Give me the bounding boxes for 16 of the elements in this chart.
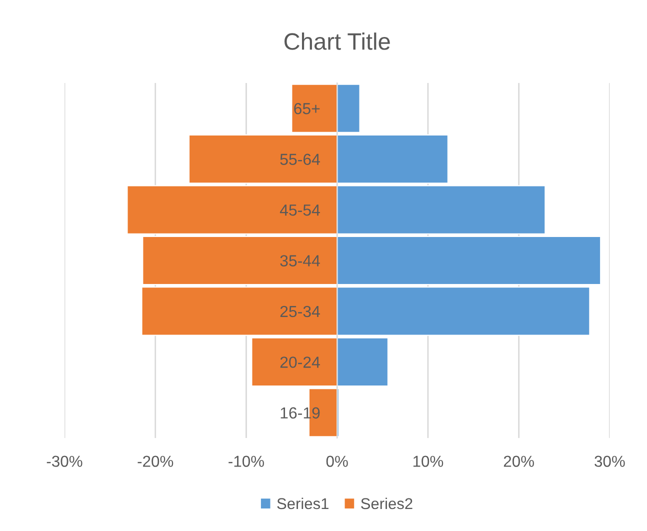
x-tick-label: -20% [138, 456, 174, 467]
x-tick-label: -10% [228, 456, 264, 467]
y-tick-label: 45-54 [280, 204, 320, 216]
chart-title: Chart Title [284, 32, 390, 50]
x-tick-label: 20% [504, 456, 534, 467]
x-tick-label: 30% [594, 456, 625, 467]
y-tick-label: 65+ [294, 102, 320, 114]
y-tick-label: 25-34 [280, 306, 320, 318]
y-tick-label: 55-64 [280, 154, 320, 166]
x-tick-label: -30% [46, 456, 82, 467]
y-tick-label: 35-44 [280, 255, 320, 266]
y-tick-label: 20-24 [280, 356, 320, 368]
legend-label: Series2 [361, 498, 412, 510]
x-tick-label: 0% [326, 456, 348, 467]
legend-label: Series1 [277, 498, 328, 510]
x-tick-label: 10% [413, 456, 444, 467]
